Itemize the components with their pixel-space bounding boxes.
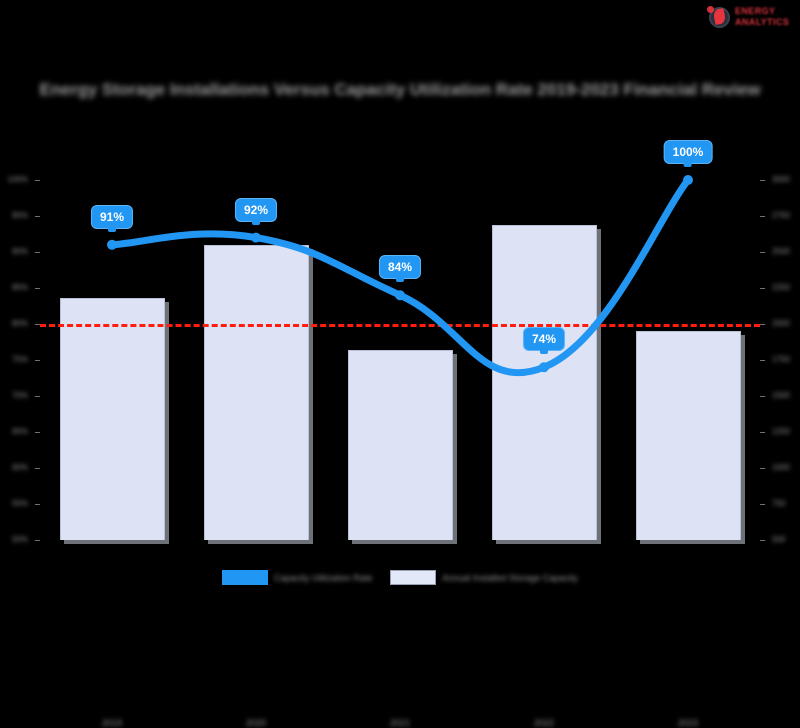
left-axis-tick [35, 396, 40, 397]
right-axis-tick [760, 468, 765, 469]
line-path [108, 176, 692, 377]
x-axis-label-2020: 2020 [245, 718, 267, 728]
right-axis-tick [760, 396, 765, 397]
left-axis-label: 55% [11, 499, 28, 508]
logo-wordmark: ENERGY ANALYTICS [735, 7, 789, 27]
line-point-2019[interactable] [107, 239, 117, 250]
right-axis-label: 3000 [772, 175, 790, 184]
logo-text-line2: ANALYTICS [735, 17, 790, 27]
right-axis-label: 2500 [772, 247, 790, 256]
left-axis-label: 90% [11, 247, 28, 256]
left-axis-tick [35, 504, 40, 505]
right-axis-label: 2750 [772, 211, 790, 220]
left-axis-tick [35, 216, 40, 217]
chart-plot-area: 100% 95% 90% 85% 80% 75% 70% 65% 60% 55% 50% 3000 2… [8, 140, 790, 728]
left-axis-label: 95% [11, 211, 28, 220]
legend-label-1: Capacity Utilization Rate [274, 572, 373, 583]
right-axis-tick [760, 180, 765, 181]
legend-item-1[interactable]: Capacity Utilization Rate [222, 570, 372, 585]
left-axis-label: 60% [11, 463, 28, 472]
line-point-2022[interactable] [539, 362, 549, 373]
brand-logo: ENERGY ANALYTICS [706, 2, 794, 32]
right-axis-label: 2000 [772, 319, 790, 328]
left-axis-tick [35, 468, 40, 469]
bar-2022[interactable] [491, 224, 597, 540]
right-axis-tick [760, 540, 765, 541]
bar-2020[interactable] [203, 244, 309, 540]
right-axis-tick [760, 288, 765, 289]
x-axis-label-2023: 2023 [677, 718, 699, 728]
bar-2021[interactable] [347, 349, 453, 540]
data-label-2021: 84% [378, 255, 422, 280]
left-axis-label: 100% [7, 175, 28, 184]
right-axis-label: 1500 [772, 391, 790, 400]
left-axis-label: 85% [11, 283, 28, 292]
legend-item-2[interactable]: Annual Installed Storage Capacity [390, 570, 578, 585]
logo-dot-shape [707, 6, 714, 13]
legend-swatch-2 [390, 570, 437, 585]
right-axis-tick [760, 432, 765, 433]
right-axis-tick [760, 504, 765, 505]
left-axis-label: 50% [11, 535, 28, 544]
line-point-2020[interactable] [251, 232, 261, 243]
left-axis-label: 70% [11, 391, 28, 400]
left-axis-tick [35, 432, 40, 433]
right-axis-tick [760, 360, 765, 361]
left-axis-label: 80% [11, 319, 28, 328]
x-axis-label-2021: 2021 [389, 718, 411, 728]
left-axis-tick [35, 252, 40, 253]
left-axis-tick [35, 288, 40, 289]
legend-label-2: Annual Installed Storage Capacity [442, 572, 578, 583]
right-axis-tick [760, 252, 765, 253]
chart-legend: Capacity Utilization Rate Annual Installe… [0, 570, 800, 585]
left-axis-tick [35, 360, 40, 361]
logo-text-line1: ENERGY [735, 6, 776, 16]
line-point-2023[interactable] [683, 175, 693, 185]
right-axis-label: 1750 [772, 355, 790, 364]
left-axis-label: 65% [11, 427, 28, 436]
right-axis-label: 500 [772, 535, 786, 544]
data-label-2022: 74% [522, 327, 566, 352]
chart-title: Energy Storage Installations Versus Capa… [39, 80, 761, 99]
right-axis-label: 1000 [772, 463, 790, 472]
line-series [107, 175, 693, 377]
right-axis-tick [760, 324, 765, 325]
data-label-2023: 100% [663, 140, 713, 164]
logo-leaf-icon [706, 4, 732, 30]
bar-2019[interactable] [59, 298, 165, 540]
left-axis-tick [35, 324, 40, 325]
x-axis-label-2022: 2022 [533, 718, 555, 728]
right-axis-label: 2250 [772, 283, 790, 292]
x-axis-label-2019: 2019 [101, 718, 123, 728]
left-axis-label: 75% [11, 355, 28, 364]
data-label-2020: 92% [234, 197, 278, 222]
right-axis-label: 750 [772, 499, 786, 508]
left-axis-tick [35, 180, 40, 181]
threshold-line [40, 324, 760, 327]
bar-2023[interactable] [635, 331, 741, 540]
left-axis-tick [35, 540, 40, 541]
data-label-2019: 91% [90, 204, 134, 229]
right-axis-tick [760, 216, 765, 217]
right-axis-label: 1250 [772, 427, 790, 436]
line-markers [107, 175, 693, 373]
line-point-2021[interactable] [395, 290, 405, 301]
legend-swatch-1 [222, 570, 269, 585]
